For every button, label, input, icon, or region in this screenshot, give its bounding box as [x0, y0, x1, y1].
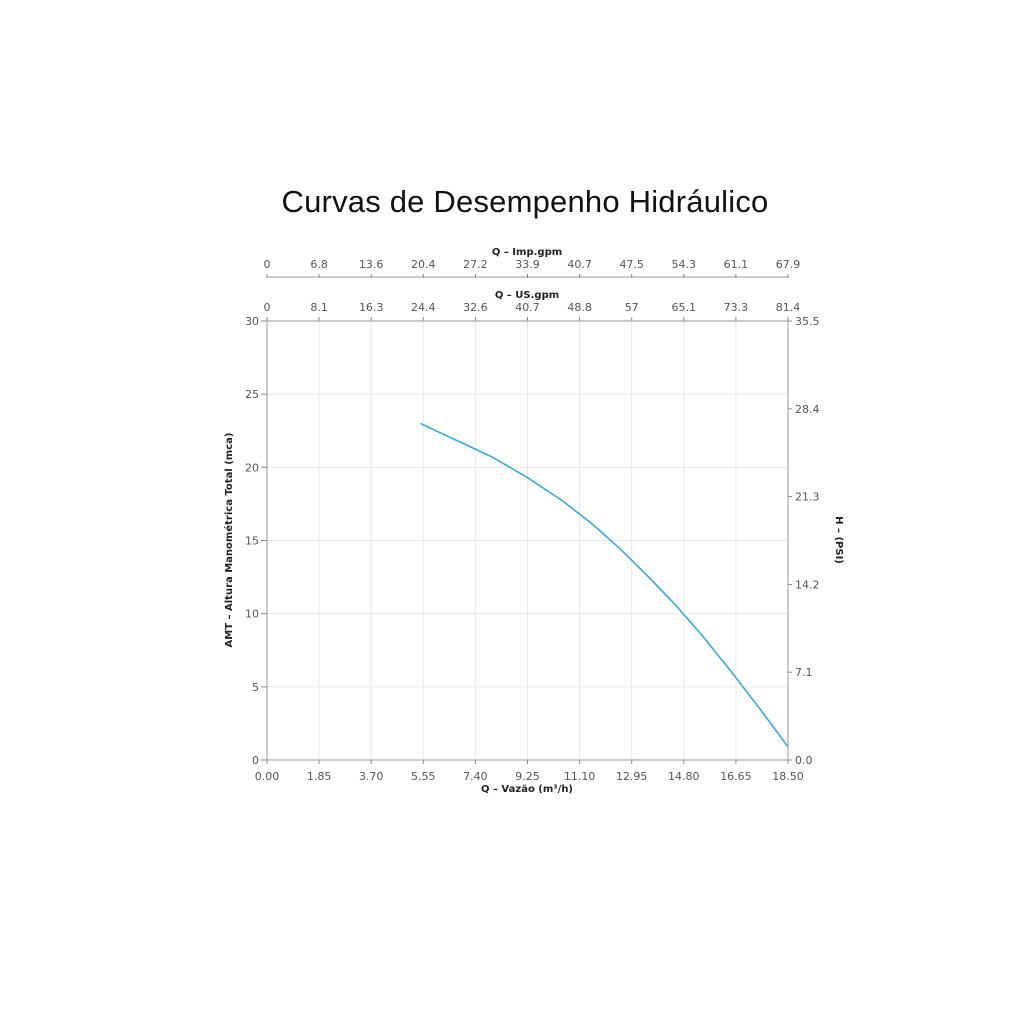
us-gpm-tick-label: 48.8 [567, 301, 592, 314]
imp-gpm-tick-label: 33.9 [515, 258, 540, 271]
psi-tick-label: 14.2 [795, 578, 820, 591]
us-gpm-tick-label: 8.1 [310, 301, 328, 314]
x-tick-label: 3.70 [359, 770, 384, 783]
y-tick-label: 25 [245, 388, 259, 401]
us-gpm-tick-label: 57 [625, 301, 639, 314]
x-tick-label: 14.80 [668, 770, 700, 783]
x-tick-label: 1.85 [307, 770, 332, 783]
us-gpm-tick-label: 73.3 [724, 301, 749, 314]
head-curve-line [420, 422, 789, 748]
top-axis-us-gpm-title: Q – US.gpm [495, 290, 559, 301]
us-gpm-tick-label: 81.4 [776, 301, 801, 314]
x-tick-label: 5.55 [411, 770, 436, 783]
y-tick-label: 30 [245, 315, 259, 328]
x-tick-label: 18.50 [772, 770, 804, 783]
us-gpm-tick-label: 0 [264, 301, 271, 314]
x-tick-label: 12.95 [616, 770, 648, 783]
imp-gpm-tick-label: 27.2 [463, 258, 488, 271]
imp-gpm-tick-label: 0 [264, 258, 271, 271]
y-tick-label: 15 [245, 535, 259, 548]
axes [261, 274, 792, 764]
x-tick-label: 7.40 [463, 770, 488, 783]
imp-gpm-tick-label: 13.6 [359, 258, 384, 271]
grid [267, 321, 788, 760]
imp-gpm-tick-label: 61.1 [724, 258, 749, 271]
x-tick-label: 11.10 [564, 770, 596, 783]
us-gpm-tick-label: 32.6 [463, 301, 488, 314]
y2-axis-title: H – (PSI) [833, 516, 844, 564]
tick-labels: 0.00 1.85 3.70 5.55 7.40 9.25 11.10 12.95 14.80 1… [245, 258, 820, 783]
top-axis-imp-gpm-title: Q – Imp.gpm [492, 247, 562, 258]
imp-gpm-tick-label: 6.8 [310, 258, 328, 271]
imp-gpm-tick-label: 20.4 [411, 258, 436, 271]
chart-title: Curvas de Desempenho Hidráulico [281, 184, 769, 219]
us-gpm-tick-label: 16.3 [359, 301, 384, 314]
us-gpm-tick-label: 40.7 [515, 301, 540, 314]
us-gpm-tick-label: 65.1 [672, 301, 697, 314]
x-tick-label: 16.65 [720, 770, 752, 783]
psi-tick-label: 21.3 [795, 491, 820, 504]
x-tick-label: 9.25 [515, 770, 540, 783]
psi-tick-label: 28.4 [795, 403, 820, 416]
y-tick-label: 0 [252, 754, 259, 767]
y-tick-label: 10 [245, 608, 259, 621]
y-axis-title: AMT – Altura Manométrica Total (mca) [223, 433, 235, 648]
plot-frame [266, 320, 789, 761]
y-tick-label: 5 [252, 681, 259, 694]
y-tick-label: 20 [245, 461, 259, 474]
psi-tick-label: 7.1 [795, 666, 813, 679]
x-axis-title: Q – Vazão (m³/h) [481, 784, 573, 795]
imp-gpm-tick-label: 67.9 [776, 258, 801, 271]
imp-gpm-tick-label: 47.5 [619, 258, 644, 271]
imp-gpm-tick-label: 40.7 [567, 258, 592, 271]
x-tick-label: 0.00 [255, 770, 280, 783]
psi-tick-label: 35.5 [795, 315, 820, 328]
series-layer [420, 422, 789, 748]
us-gpm-tick-label: 24.4 [411, 301, 436, 314]
imp-gpm-tick-label: 54.3 [672, 258, 697, 271]
psi-tick-label: 0.0 [795, 754, 813, 767]
